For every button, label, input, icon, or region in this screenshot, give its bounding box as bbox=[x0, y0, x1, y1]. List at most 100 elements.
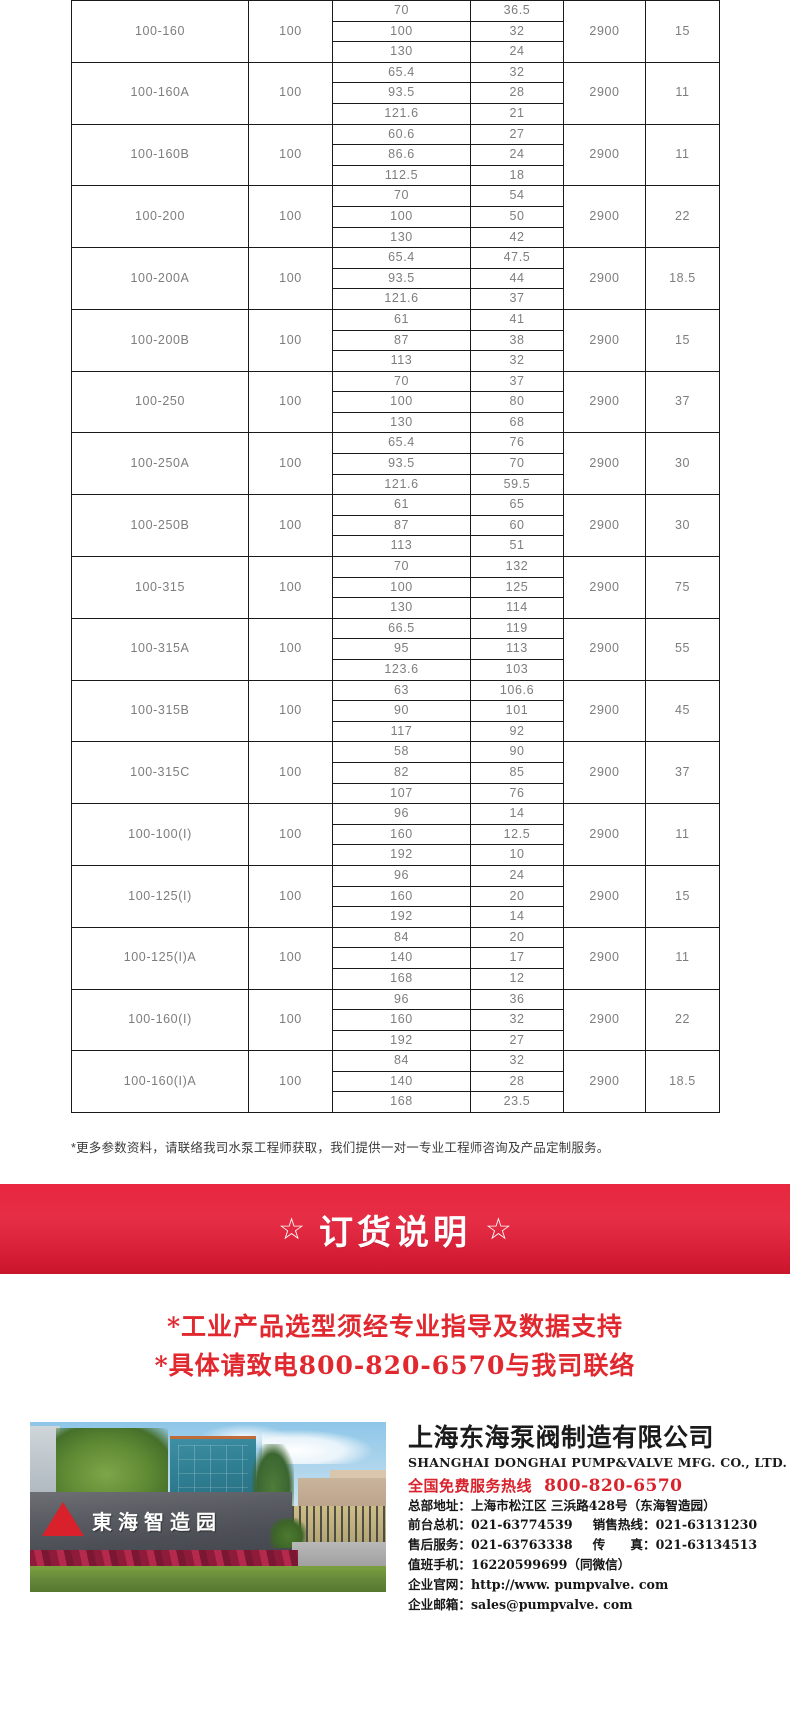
cell-model: 100-125(I)A bbox=[71, 926, 249, 990]
table-row: 100-200 100 70 54 2900 22 bbox=[71, 185, 720, 249]
table-row: 100-160A 100 65.4 32 2900 11 bbox=[71, 61, 720, 125]
table-footnote: *更多参数资料，请联络我司水泵工程师获取，我们提供一对一专业工程师咨询及产品定制… bbox=[71, 1141, 610, 1156]
cell-efficiency: 24 bbox=[470, 41, 564, 63]
cell-power: 15 bbox=[645, 864, 720, 928]
factory-entrance-photo: 東海智造园 bbox=[30, 1421, 386, 1592]
cell-head: 130 bbox=[332, 226, 471, 249]
cell-efficiency: 14 bbox=[470, 803, 564, 825]
cell-speed: 2900 bbox=[563, 679, 646, 743]
cell-efficiency: 85 bbox=[470, 761, 564, 784]
cell-head: 160 bbox=[332, 823, 471, 846]
star-right-icon: ☆ bbox=[485, 1213, 512, 1247]
table-row: 100-125(I) 100 96 24 2900 15 bbox=[71, 864, 720, 928]
cell-efficiency: 51 bbox=[470, 535, 564, 558]
cell-flow: 100 bbox=[248, 741, 333, 805]
cell-head: 130 bbox=[332, 411, 471, 434]
fax-value: 021-63134513 bbox=[655, 1537, 758, 1553]
cell-efficiency: 125 bbox=[470, 576, 564, 599]
table-row: 100-160B 100 60.6 27 2900 11 bbox=[71, 123, 720, 187]
cell-efficiency: 59.5 bbox=[470, 473, 564, 496]
cell-flow: 100 bbox=[248, 123, 333, 187]
cell-flow: 100 bbox=[248, 926, 333, 990]
cell-efficiency: 32 bbox=[470, 20, 564, 43]
cell-model: 100-315 bbox=[71, 556, 249, 619]
cell-head: 61 bbox=[332, 494, 471, 516]
cell-head: 121.6 bbox=[332, 473, 471, 496]
cell-model: 100-315B bbox=[71, 679, 249, 743]
cell-speed: 2900 bbox=[563, 1050, 646, 1114]
email-value[interactable]: sales@pumpvalve. com bbox=[470, 1597, 633, 1613]
table-row: 100-160(I) 100 96 36 2900 22 bbox=[71, 988, 720, 1052]
cell-speed: 2900 bbox=[563, 0, 646, 63]
cell-head: 107 bbox=[332, 782, 471, 805]
cell-head: 66.5 bbox=[332, 617, 471, 640]
cell-head: 65.4 bbox=[332, 61, 471, 84]
table-row: 100-250 100 70 37 2900 37 bbox=[71, 370, 720, 434]
cell-head: 140 bbox=[332, 1070, 471, 1093]
cell-flow: 100 bbox=[248, 864, 333, 928]
cell-power: 11 bbox=[645, 926, 720, 990]
cell-efficiency: 32 bbox=[470, 1050, 564, 1072]
table-row: 113 51 bbox=[72, 535, 720, 558]
front-desk-value: 021-63774539 bbox=[470, 1517, 573, 1533]
cell-efficiency: 47.5 bbox=[470, 247, 564, 269]
cell-speed: 2900 bbox=[563, 988, 646, 1052]
cell-efficiency: 36 bbox=[470, 988, 564, 1011]
cell-flow: 100 bbox=[248, 61, 333, 125]
table-row: 100-160(I)A 100 84 32 2900 18.5 bbox=[71, 1050, 720, 1114]
cell-flow: 100 bbox=[248, 370, 333, 434]
cell-efficiency: 44 bbox=[470, 267, 564, 290]
cell-flow: 100 bbox=[248, 679, 333, 743]
cell-efficiency: 37 bbox=[470, 370, 564, 393]
company-footer: 東海智造园 上海东海泵阀制造有限公司 SHANGHAI DONGHAI PUMP… bbox=[0, 1396, 790, 1615]
cell-model: 100-160 bbox=[71, 0, 249, 63]
table-row: 160 20 bbox=[72, 885, 720, 908]
cell-speed: 2900 bbox=[563, 617, 646, 681]
company-name-cn: 上海东海泵阀制造有限公司 bbox=[408, 1422, 715, 1452]
duty-value: 16220599699（同微信） bbox=[470, 1557, 631, 1573]
cell-speed: 2900 bbox=[563, 61, 646, 125]
cell-model: 100-200B bbox=[71, 308, 249, 372]
table-row: 130 114 bbox=[72, 597, 720, 619]
cell-head: 113 bbox=[332, 350, 471, 372]
order-instructions-banner: ☆ 订货说明 ☆ bbox=[0, 1184, 790, 1275]
cell-power: 30 bbox=[645, 494, 720, 558]
table-row: 100-250A 100 65.4 76 2900 30 bbox=[71, 432, 720, 496]
table-row: 100-200B 100 61 41 2900 15 bbox=[71, 308, 720, 372]
cell-head: 121.6 bbox=[332, 102, 471, 125]
cell-head: 82 bbox=[332, 761, 471, 784]
website-value[interactable]: http://www. pumpvalve. com bbox=[470, 1577, 669, 1593]
cell-efficiency: 36.5 bbox=[470, 0, 564, 22]
cell-model: 100-200A bbox=[71, 247, 249, 310]
hotline-label: 全国免费服务热线 bbox=[408, 1476, 533, 1495]
cell-head: 65.4 bbox=[332, 432, 471, 455]
table-row: 100 125 bbox=[72, 576, 720, 599]
cell-head: 112.5 bbox=[332, 164, 471, 187]
cell-efficiency: 27 bbox=[470, 1029, 564, 1052]
cell-head: 100 bbox=[332, 391, 471, 413]
cell-flow: 100 bbox=[248, 0, 333, 63]
cell-power: 22 bbox=[645, 185, 720, 249]
cell-head: 96 bbox=[332, 803, 471, 825]
cell-efficiency: 32 bbox=[470, 350, 564, 372]
cell-efficiency: 54 bbox=[470, 185, 564, 207]
banner-content: ☆ 订货说明 ☆ bbox=[278, 1205, 512, 1254]
cell-efficiency: 41 bbox=[470, 308, 564, 331]
road-shape bbox=[292, 1541, 386, 1570]
cell-head: 70 bbox=[332, 185, 471, 207]
cell-efficiency: 60 bbox=[470, 514, 564, 537]
cell-speed: 2900 bbox=[563, 494, 646, 558]
cell-efficiency: 106.6 bbox=[470, 679, 564, 702]
cell-model: 100-125(I) bbox=[71, 864, 249, 928]
lawn-shape bbox=[30, 1565, 386, 1592]
cell-head: 168 bbox=[332, 1091, 471, 1114]
front-desk-row: 前台总机：021-63774539 销售热线：021-63131230 bbox=[408, 1516, 766, 1535]
cell-efficiency: 101 bbox=[470, 700, 564, 722]
cell-speed: 2900 bbox=[563, 370, 646, 434]
cell-efficiency: 21 bbox=[470, 102, 564, 125]
cell-head: 93.5 bbox=[332, 267, 471, 290]
cell-head: 87 bbox=[332, 514, 471, 537]
cell-efficiency: 20 bbox=[470, 885, 564, 908]
cell-efficiency: 76 bbox=[470, 782, 564, 805]
cell-flow: 100 bbox=[248, 617, 333, 681]
